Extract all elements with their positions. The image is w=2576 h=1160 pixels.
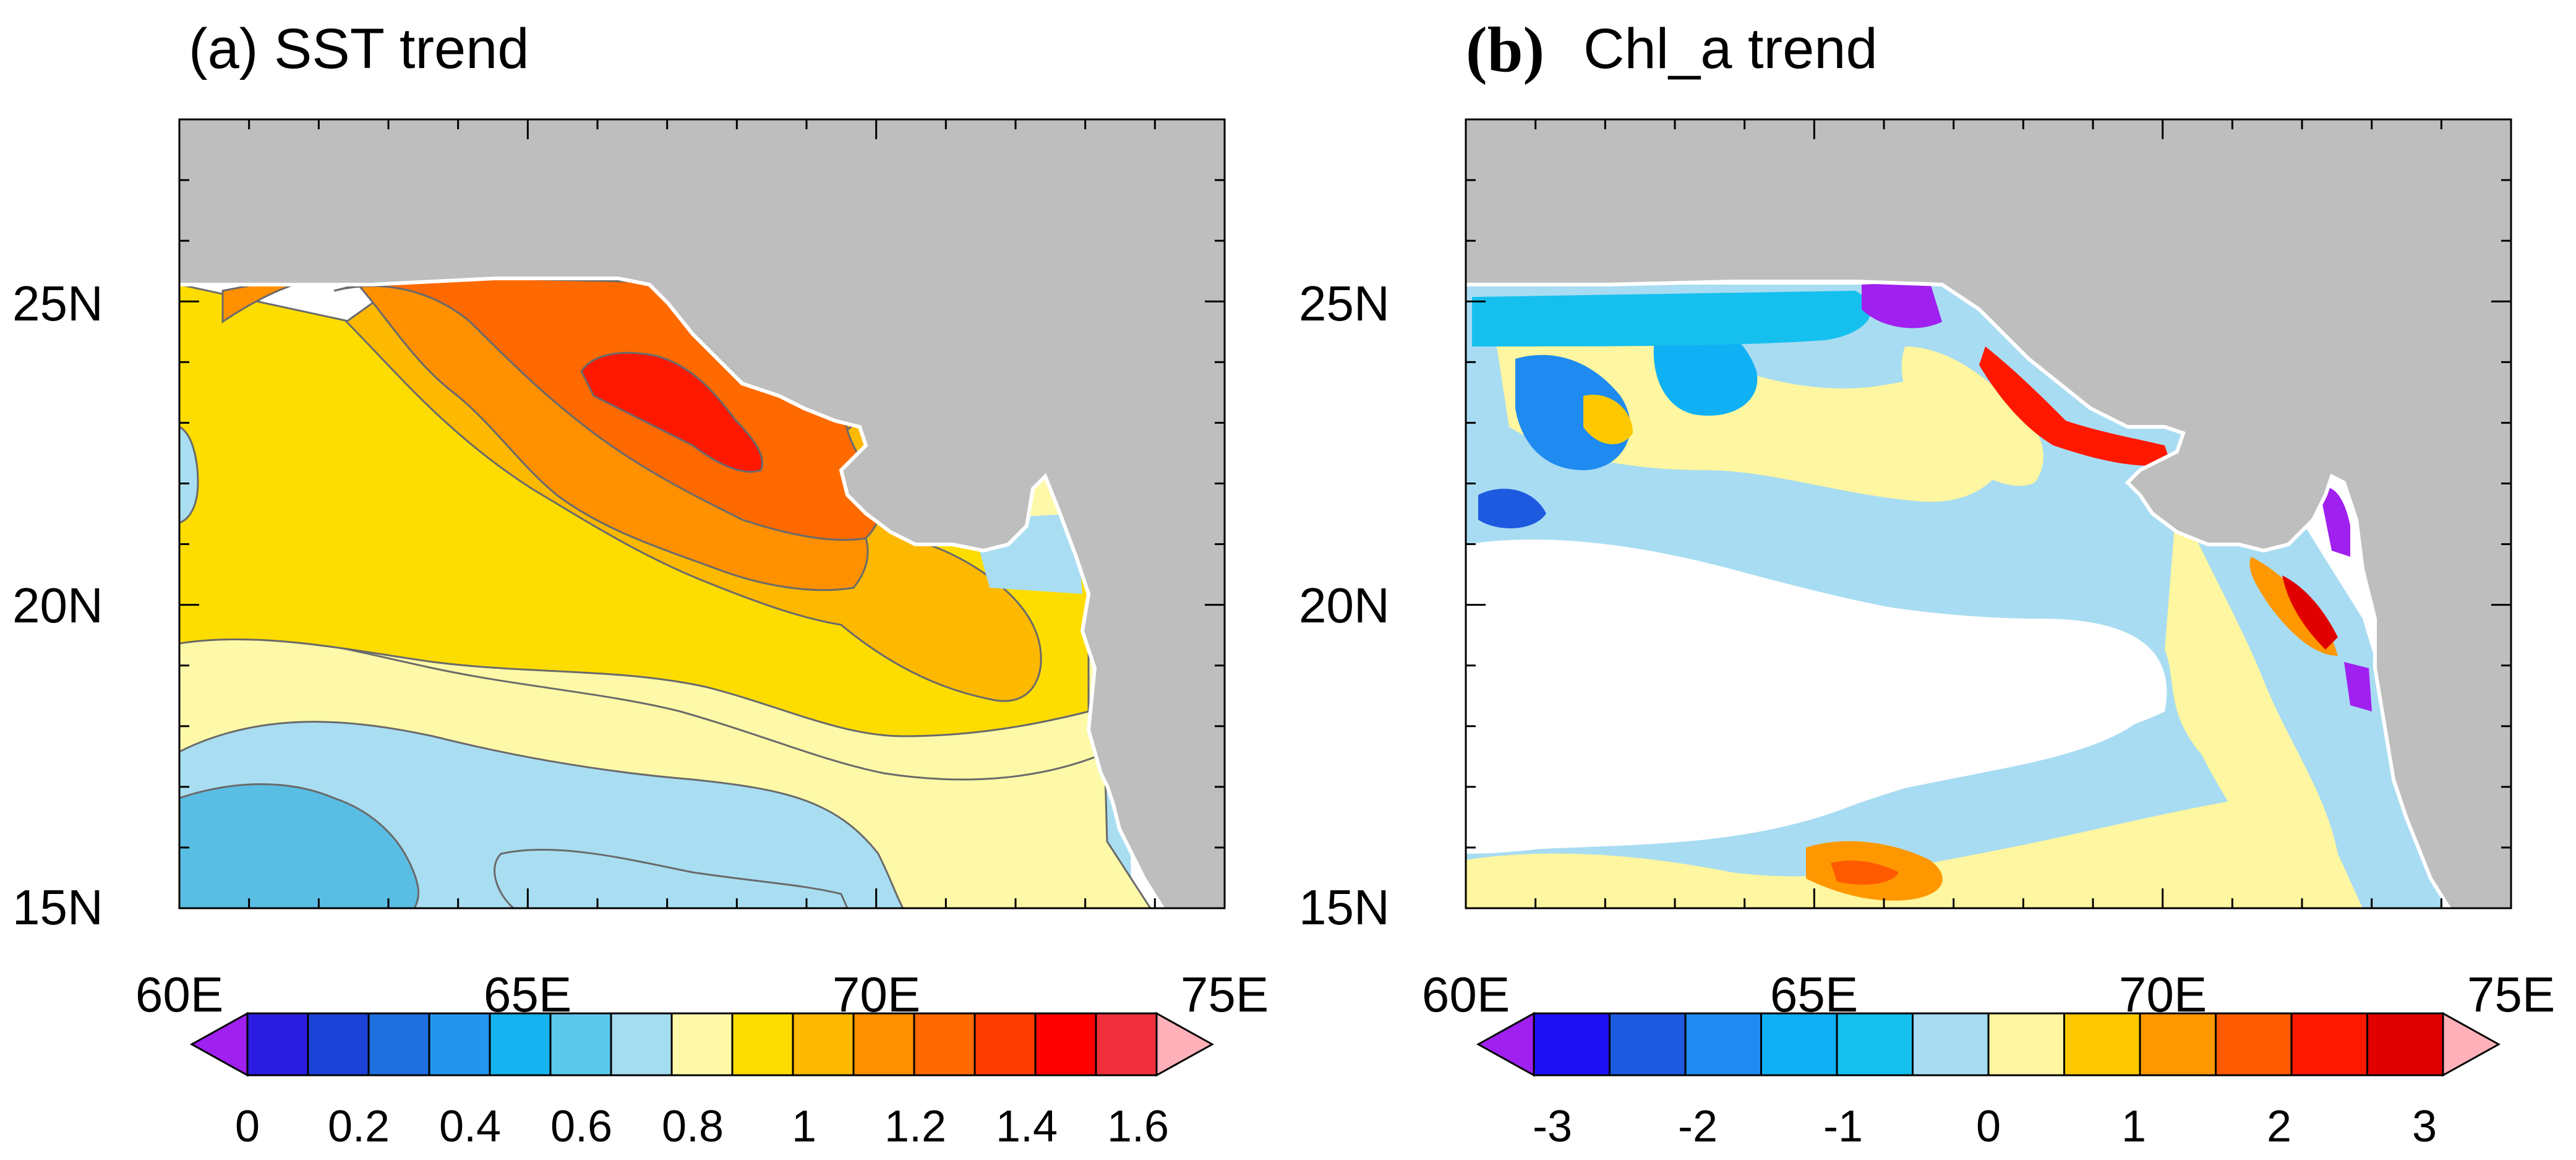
coastline (179, 277, 1165, 908)
panel-a-cbar-box (973, 1012, 1037, 1076)
panel-b-cbar-arrow-high (2442, 1012, 2501, 1077)
panel-a-colorbar (189, 1012, 1215, 1077)
panel-b-frame (1465, 118, 2512, 909)
panel-a-cbar-label-8: 1.6 (1107, 1102, 1169, 1151)
chl-south-red (1831, 860, 1899, 885)
panel-b-colorbar (1476, 1012, 2501, 1077)
chl-cluster-dark-nw (1478, 489, 1546, 528)
panel-b-cbar-box (2139, 1012, 2217, 1076)
panel-b-title: Chl_a trend (1583, 17, 1878, 80)
panel-b-title-letter: (b) (1466, 14, 1544, 85)
chl-purple-cambay (2319, 487, 2350, 557)
panel-a-cbar-box (489, 1012, 552, 1076)
sst-band-blue (179, 783, 420, 908)
panel-a-cbar-box (1034, 1012, 1097, 1076)
panel-a-cbar-box (1095, 1012, 1158, 1076)
chl-gap-white (1466, 539, 2159, 854)
panel-a-map (179, 119, 1225, 908)
panel-b-cbar-box (1987, 1012, 2065, 1076)
panel-b-cbar-box (1533, 1012, 1611, 1076)
panel-a-cbar-label-1: 0.2 (328, 1102, 390, 1151)
panel-b-cbar-label-4: 1 (2121, 1102, 2146, 1151)
chl-red-cambay (2282, 575, 2338, 650)
panel-a-ticks (178, 118, 1226, 909)
panel-b-cbar-box (2366, 1012, 2444, 1076)
panel-b-map (1466, 119, 2511, 908)
panel-b-cbar-box (2290, 1012, 2368, 1076)
panel-a-cbar-label-4: 0.8 (662, 1102, 724, 1151)
panel-b-cbar-box (1609, 1012, 1687, 1076)
panel-b-cbar-label-1: -2 (1678, 1102, 1718, 1151)
chl-red-coast (1979, 346, 2171, 466)
panel-a-cbar-box (670, 1012, 734, 1076)
panel-b-cbar-label-6: 3 (2412, 1102, 2437, 1151)
chl-patch-yellow-nw (1497, 333, 2006, 502)
panel-a-cbar-label-7: 1.4 (996, 1102, 1058, 1151)
panel-a-ytick-25n: 25N (12, 276, 103, 331)
panel-b-cbar-box (2215, 1012, 2293, 1076)
panel-b-ticks (1465, 118, 2512, 909)
panel-b-cbar-box (1912, 1012, 1990, 1076)
panel-a-xtick-75e: 75E (1181, 967, 1269, 1022)
panel-b-ytick-15n: 15N (1299, 880, 1390, 935)
panel-b-cbar-box (1836, 1012, 1914, 1076)
panel-b: (b) Chl_a trend (1299, 14, 2555, 1151)
panel-a: (a) SST trend (12, 17, 1269, 1151)
panel-a-cbar-box (367, 1012, 430, 1076)
panel-a-cbar-arrow-low (189, 1012, 249, 1077)
panel-b-cbar-box (2063, 1012, 2141, 1076)
land-mass-b (1466, 119, 2511, 908)
chl-cluster-blue-top (1472, 291, 1871, 346)
panel-a-cbar-label-5: 1 (792, 1102, 816, 1151)
chl-cluster-orange-nw (1583, 395, 1633, 445)
panel-a-cbar-box (731, 1012, 794, 1076)
panel-a-cbar-box (307, 1012, 370, 1076)
panel-b-xtick-60e: 60E (1422, 967, 1510, 1022)
panel-a-cbar-box (428, 1012, 491, 1076)
chl-patch-yellow-mid (1901, 346, 2043, 486)
panel-a-cbar-box (549, 1012, 612, 1076)
panel-a-cbar-box (246, 1012, 309, 1076)
panel-a-frame (178, 118, 1226, 909)
sst-patch-west (179, 426, 199, 524)
coastline-b (1466, 280, 2451, 908)
panel-b-cbar-label-0: -3 (1533, 1102, 1572, 1151)
sst-band-lightblue-strip (494, 848, 849, 908)
panel-a-cbar-box (913, 1012, 976, 1076)
chl-purple-south-coast (2344, 662, 2372, 711)
panel-a-xtick-60e: 60E (135, 967, 223, 1022)
panel-a-cbar-box (610, 1012, 673, 1076)
panel-b-ytick-25n: 25N (1299, 276, 1390, 331)
panel-b-ytick-20n: 20N (1299, 578, 1390, 633)
panel-b-xtick-75e: 75E (2467, 967, 2555, 1022)
panel-a-title: (a) SST trend (189, 17, 529, 80)
chl-south-yellow (1466, 792, 2301, 908)
panel-a-cbar-label-0: 0 (235, 1102, 260, 1151)
panel-a-cbar-box (792, 1012, 855, 1076)
panel-a-cbar-label-6: 1.2 (884, 1102, 946, 1151)
panel-a-cbar-arrow-high (1155, 1012, 1215, 1077)
panel-b-cbar-label-2: -1 (1823, 1102, 1863, 1151)
panel-a-cbar-box (852, 1012, 915, 1076)
chl-purple-north (1862, 281, 1942, 329)
panel-b-cbar-box (1684, 1012, 1762, 1076)
panel-b-cbar-label-5: 2 (2267, 1102, 2291, 1151)
land-mass (179, 119, 1225, 908)
chl-coastal-yellow (2165, 495, 2363, 908)
panel-b-cbar-label-3: 0 (1976, 1102, 2001, 1151)
panel-b-cbar-box (1760, 1012, 1838, 1076)
panel-a-ytick-15n: 15N (12, 880, 103, 935)
panel-a-cbar-label-3: 0.6 (550, 1102, 612, 1151)
panel-b-cbar-arrow-low (1476, 1012, 1535, 1077)
sst-band-red (580, 351, 764, 473)
panel-a-cbar-label-2: 0.4 (439, 1102, 501, 1151)
panel-a-ytick-20n: 20N (12, 578, 103, 633)
